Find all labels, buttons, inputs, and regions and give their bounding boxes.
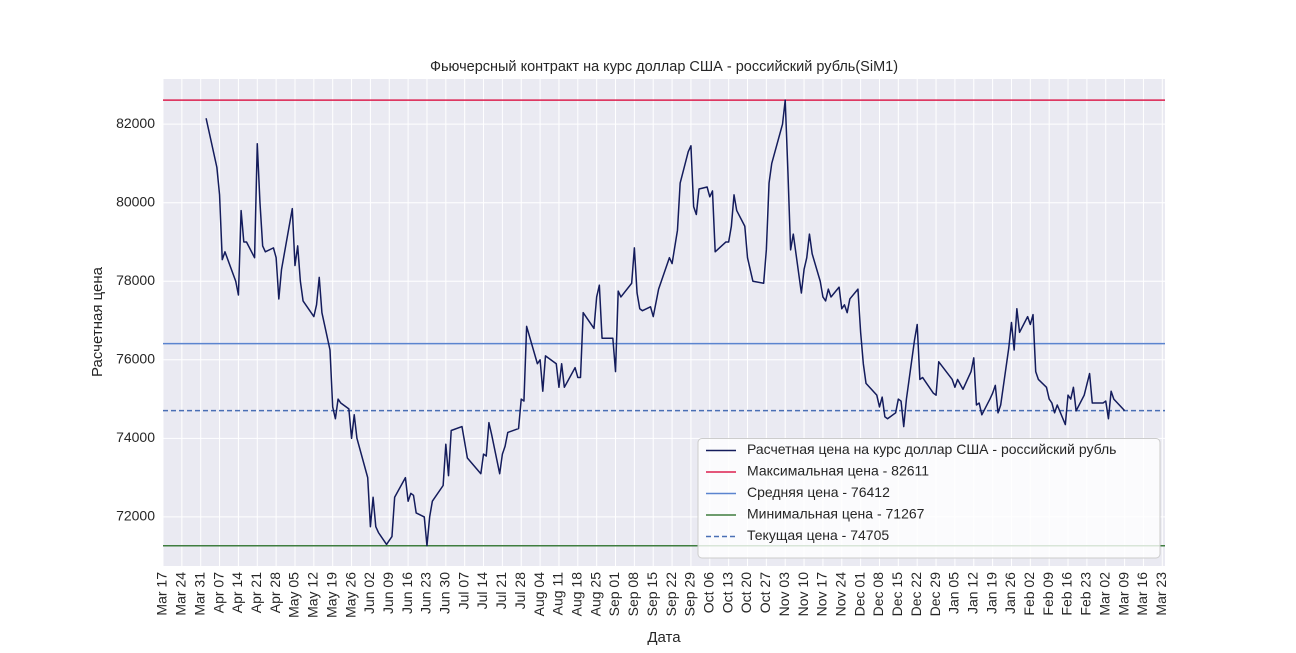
x-tick-label: Oct 06 bbox=[700, 572, 716, 613]
legend-label: Расчетная цена на курс доллар США - росс… bbox=[747, 441, 1116, 457]
x-tick-label: Apr 21 bbox=[248, 572, 264, 613]
x-tick-label: Dec 22 bbox=[908, 572, 924, 617]
legend: Расчетная цена на курс доллар США - росс… bbox=[697, 438, 1161, 559]
y-tick-label: 80000 bbox=[116, 193, 155, 209]
x-tick-label: Jan 26 bbox=[1002, 572, 1018, 614]
y-tick-label: 74000 bbox=[116, 429, 155, 445]
x-tick-label: Nov 24 bbox=[832, 572, 848, 617]
x-tick-label: Feb 23 bbox=[1078, 572, 1094, 616]
x-tick-label: Aug 25 bbox=[587, 572, 603, 617]
x-tick-label: Dec 01 bbox=[851, 572, 867, 617]
x-tick-label: Jun 30 bbox=[437, 572, 453, 614]
x-tick-label: Oct 13 bbox=[719, 572, 735, 613]
x-tick-label: Jul 07 bbox=[455, 572, 471, 610]
y-tick-label: 76000 bbox=[116, 351, 155, 367]
x-tick-label: Mar 17 bbox=[154, 572, 170, 616]
x-tick-label: Apr 14 bbox=[229, 572, 245, 613]
x-tick-label: May 19 bbox=[323, 572, 339, 618]
legend-label: Средняя цена - 76412 bbox=[747, 484, 890, 500]
x-tick-label: Aug 18 bbox=[569, 572, 585, 617]
x-tick-label: Mar 24 bbox=[173, 572, 189, 616]
x-tick-label: Jun 02 bbox=[361, 572, 377, 614]
x-tick-label: Jun 23 bbox=[418, 572, 434, 614]
marks bbox=[163, 99, 1165, 547]
y-tick-label: 78000 bbox=[116, 272, 155, 288]
x-tick-label: Mar 31 bbox=[191, 572, 207, 616]
x-tick-label: Sep 08 bbox=[625, 572, 641, 617]
x-tick-label: Feb 02 bbox=[1021, 572, 1037, 616]
x-tick-label: May 05 bbox=[286, 572, 302, 618]
x-tick-label: Feb 16 bbox=[1059, 572, 1075, 616]
x-tick-label: Sep 22 bbox=[663, 572, 679, 617]
x-tick-label: Oct 20 bbox=[738, 572, 754, 613]
x-tick-label: Sep 29 bbox=[682, 572, 698, 617]
x-tick-label: Mar 16 bbox=[1134, 572, 1150, 616]
x-tick-label: May 12 bbox=[305, 572, 321, 618]
y-tick-label: 72000 bbox=[116, 508, 155, 524]
x-axis-label: Дата bbox=[647, 629, 681, 646]
x-tick-label: Apr 07 bbox=[210, 572, 226, 613]
chart-title: Фьючерсный контракт на курс доллар США -… bbox=[430, 59, 898, 75]
x-tick-label: Jul 14 bbox=[474, 572, 490, 610]
x-tick-label: May 26 bbox=[342, 572, 358, 618]
x-tick-label: Nov 17 bbox=[814, 572, 830, 617]
x-tick-label: Apr 28 bbox=[267, 572, 283, 613]
price-line bbox=[205, 99, 1126, 547]
legend-label: Минимальная цена - 71267 bbox=[747, 506, 925, 522]
x-tick-label: Sep 01 bbox=[606, 572, 622, 617]
x-tick-label: Dec 29 bbox=[927, 572, 943, 617]
y-tick-label: 82000 bbox=[116, 115, 155, 131]
x-tick-label: Jan 19 bbox=[983, 572, 999, 614]
x-tick-label: Nov 03 bbox=[776, 572, 792, 617]
x-tick-label: Jul 21 bbox=[493, 572, 509, 610]
x-tick-label: Jul 28 bbox=[512, 572, 528, 610]
x-tick-label: Aug 11 bbox=[550, 572, 566, 616]
x-tick-label: Dec 15 bbox=[889, 572, 905, 617]
x-tick-label: Jun 09 bbox=[380, 572, 396, 614]
x-tick-label: Mar 02 bbox=[1096, 572, 1112, 616]
x-tick-label: Feb 09 bbox=[1040, 572, 1056, 616]
x-tick-label: Jan 12 bbox=[964, 572, 980, 614]
legend-frame bbox=[697, 438, 1161, 559]
x-tick-label: Jan 05 bbox=[946, 572, 962, 614]
x-tick-label: Mar 09 bbox=[1115, 572, 1131, 616]
y-axis-label: Расчетная цена bbox=[89, 266, 106, 377]
x-tick-label: Aug 04 bbox=[531, 572, 547, 617]
x-tick-label: Sep 15 bbox=[644, 572, 660, 617]
x-tick-label: Oct 27 bbox=[757, 572, 773, 613]
x-tick-label: Mar 23 bbox=[1153, 572, 1169, 616]
x-tick-label: Dec 08 bbox=[870, 572, 886, 617]
legend-label: Максимальная цена - 82611 bbox=[747, 463, 929, 479]
x-tick-label: Nov 10 bbox=[795, 572, 811, 617]
legend-label: Текущая цена - 74705 bbox=[747, 527, 889, 543]
x-tick-label: Jun 16 bbox=[399, 572, 415, 614]
